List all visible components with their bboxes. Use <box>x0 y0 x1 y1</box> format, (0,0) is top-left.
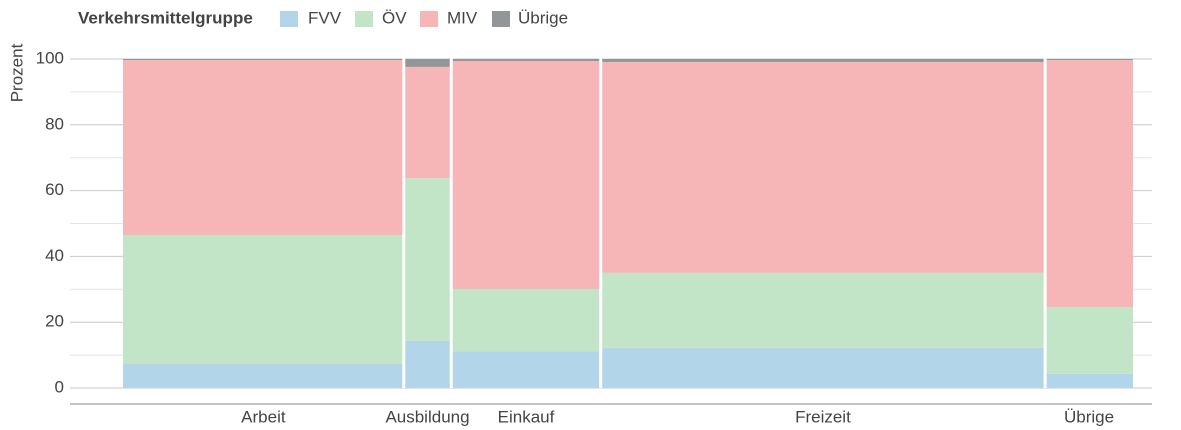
x-tick-label: Arbeit <box>241 407 286 426</box>
segment <box>123 59 404 60</box>
legend-label: FVV <box>308 8 342 27</box>
segment <box>600 272 1046 348</box>
segment <box>451 288 601 352</box>
legend-title: Verkehrsmittelgruppe <box>78 8 253 27</box>
segment <box>600 347 1046 388</box>
segment <box>123 59 404 236</box>
y-tick-label: 60 <box>45 180 64 199</box>
segment <box>403 340 452 388</box>
segment <box>403 66 452 179</box>
y-tick-label: 100 <box>36 48 64 67</box>
y-axis-label: Prozent <box>7 43 26 102</box>
legend-swatch <box>280 11 298 27</box>
x-tick-label: Ausbildung <box>385 407 469 426</box>
legend-swatch <box>355 11 373 27</box>
segment <box>123 235 404 364</box>
segment <box>1045 59 1133 308</box>
legend-swatch <box>420 11 438 27</box>
segment <box>123 363 404 388</box>
segment <box>451 351 601 388</box>
segment <box>600 61 1046 273</box>
x-tick-label: Übrige <box>1064 407 1114 426</box>
segment <box>451 59 601 61</box>
legend-label: ÖV <box>382 8 407 27</box>
segment <box>1045 307 1133 374</box>
y-tick-label: 80 <box>45 114 64 133</box>
x-tick-label: Einkauf <box>498 407 555 426</box>
segment <box>1045 373 1133 388</box>
legend-label: MIV <box>447 8 478 27</box>
y-tick-label: 0 <box>55 377 64 396</box>
segment <box>403 178 452 341</box>
x-tick-label: Freizeit <box>795 407 851 426</box>
y-tick-label: 40 <box>45 246 64 265</box>
legend-swatch <box>492 11 510 27</box>
y-tick-label: 20 <box>45 312 64 331</box>
segment <box>451 60 601 289</box>
segment <box>1045 59 1133 60</box>
legend-label: Übrige <box>518 8 568 27</box>
segment <box>403 59 452 67</box>
segment <box>600 59 1046 62</box>
